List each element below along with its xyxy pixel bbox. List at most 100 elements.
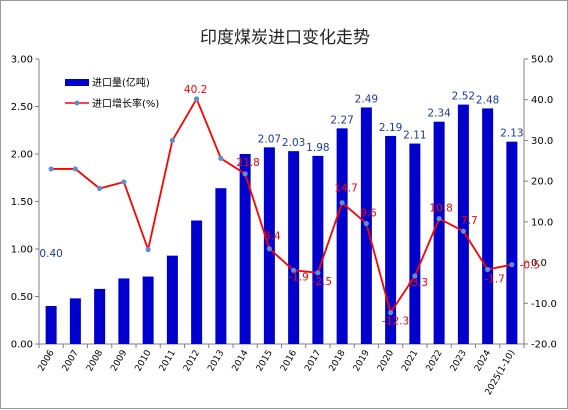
legend-label-line: 进口增长率(%) (92, 97, 159, 110)
x-tick-label: 2018 (328, 348, 348, 373)
legend: 进口量(亿吨) 进口增长率(%) (65, 76, 159, 110)
y-right-tick-label: 10.0 (531, 217, 553, 228)
y-right-tick-label: 40.0 (531, 95, 553, 106)
line-point (242, 171, 248, 177)
line-value-label: 21.8 (236, 157, 259, 169)
y-left-tick-label: 3.00 (11, 55, 33, 66)
y-right-tick-label: -20.0 (531, 340, 557, 351)
bar (312, 155, 324, 344)
y-right-tick-label: 30.0 (531, 136, 553, 147)
line-point (485, 266, 491, 273)
x-tick-label: 2014 (231, 348, 251, 373)
line-value-label: -12.3 (382, 316, 409, 328)
bar (263, 147, 275, 344)
y-right-tick-label: -10.0 (531, 299, 557, 310)
line-point (388, 310, 394, 316)
y-right-tick-label: 0.0 (531, 258, 547, 269)
bar-value-label: 2.19 (379, 122, 402, 134)
bar-value-label: 1.98 (306, 142, 329, 154)
x-tick-label: 2016 (279, 348, 299, 373)
line-point (412, 273, 418, 279)
x-tick-label: 2017 (303, 349, 323, 374)
bar (409, 143, 421, 344)
bar (288, 151, 300, 344)
bar-value-label: 2.52 (452, 91, 475, 103)
legend-swatch-bar (65, 79, 89, 86)
bar (166, 255, 178, 344)
y-left-tick-label: 1.50 (11, 197, 33, 208)
bar (506, 141, 518, 344)
line-value-label: -1.9 (288, 271, 309, 283)
bar (457, 104, 469, 344)
x-tick-label: 2007 (61, 349, 81, 374)
line-series (48, 96, 515, 316)
line-point (460, 228, 466, 234)
bar (433, 121, 445, 344)
x-tick-label: 2009 (109, 348, 129, 373)
line-value-label: -1.7 (484, 273, 505, 285)
line-point (169, 137, 175, 144)
bar (191, 220, 203, 344)
bar-value-label: 0.40 (39, 248, 62, 260)
bar-value-label: 2.48 (476, 94, 499, 106)
line-point (97, 185, 103, 192)
bar-value-label: 2.11 (403, 130, 426, 142)
x-tick-label: 2022 (425, 349, 445, 374)
legend-swatch-marker (74, 100, 80, 106)
y-left-tick-label: 2.50 (11, 102, 33, 113)
line-value-label: 3.4 (264, 231, 281, 243)
line-point (291, 267, 297, 273)
line-point (315, 270, 321, 276)
legend-label-bar: 进口量(亿吨) (92, 76, 150, 89)
line-value-label: 7.7 (461, 215, 478, 227)
x-tick-label: 2019 (352, 348, 372, 373)
bar-value-label: 2.34 (427, 108, 451, 120)
line-point (48, 166, 54, 172)
x-tick-label: 2021 (400, 349, 420, 374)
bar (94, 288, 106, 344)
line-point (218, 155, 224, 161)
y-left-tick-label: 1.00 (11, 245, 33, 256)
bar (239, 154, 251, 344)
bar-value-label: 2.27 (330, 114, 353, 126)
x-tick-label: 2010 (134, 348, 154, 373)
line-point (339, 200, 345, 206)
line-point (194, 96, 200, 102)
x-tick-label: 2024 (473, 348, 493, 373)
line-point (145, 246, 151, 253)
line-point (72, 166, 78, 172)
x-tick-label: 2008 (85, 348, 105, 373)
line-value-label: -2.5 (312, 276, 333, 288)
bar (45, 306, 57, 344)
line-value-label: 10.8 (429, 203, 452, 215)
bar-value-label: 2.03 (282, 137, 305, 149)
x-tick-label: 2006 (37, 348, 57, 373)
line-point (266, 246, 272, 252)
line-point (363, 220, 369, 227)
bar (482, 108, 494, 345)
chart-title: 印度煤炭进口变化走势 (200, 28, 370, 48)
line-value-label: -0.5 (520, 260, 541, 272)
bar (336, 128, 348, 344)
y-left-tick-label: 0.50 (11, 292, 33, 303)
x-tick-label: 2012 (182, 349, 202, 374)
x-tick-label: 2011 (158, 349, 178, 374)
bar (118, 278, 130, 344)
y-right-tick-label: 50.0 (531, 55, 553, 66)
x-tick-label: 2015 (255, 349, 275, 374)
bar-value-label: 2.49 (355, 93, 378, 105)
x-tick-label: 2013 (206, 349, 226, 374)
line-value-label: 40.2 (184, 84, 207, 96)
line-value-label: 14.7 (334, 183, 357, 195)
x-tick-label: 2020 (376, 348, 396, 373)
x-tick-label: 2023 (449, 349, 469, 374)
y-left-tick-label: 0.00 (11, 340, 33, 351)
bar (69, 298, 81, 344)
bar (385, 135, 397, 344)
y-right-tick-label: 20.0 (531, 177, 553, 188)
line-point (436, 216, 442, 222)
line-point (121, 179, 127, 185)
line-value-label: 9.6 (360, 207, 377, 219)
